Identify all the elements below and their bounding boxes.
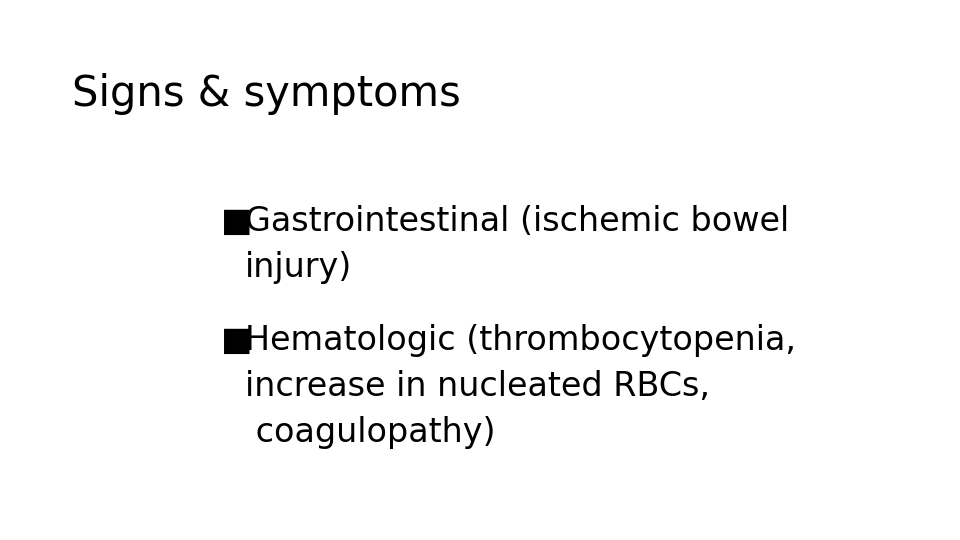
Text: ■: ■ <box>221 324 252 357</box>
Text: Hematologic (thrombocytopenia,
increase in nucleated RBCs,
 coagulopathy): Hematologic (thrombocytopenia, increase … <box>245 324 796 449</box>
Text: ■: ■ <box>221 205 252 238</box>
Text: Signs & symptoms: Signs & symptoms <box>72 73 461 115</box>
Text: Gastrointestinal (ischemic bowel
injury): Gastrointestinal (ischemic bowel injury) <box>245 205 789 284</box>
